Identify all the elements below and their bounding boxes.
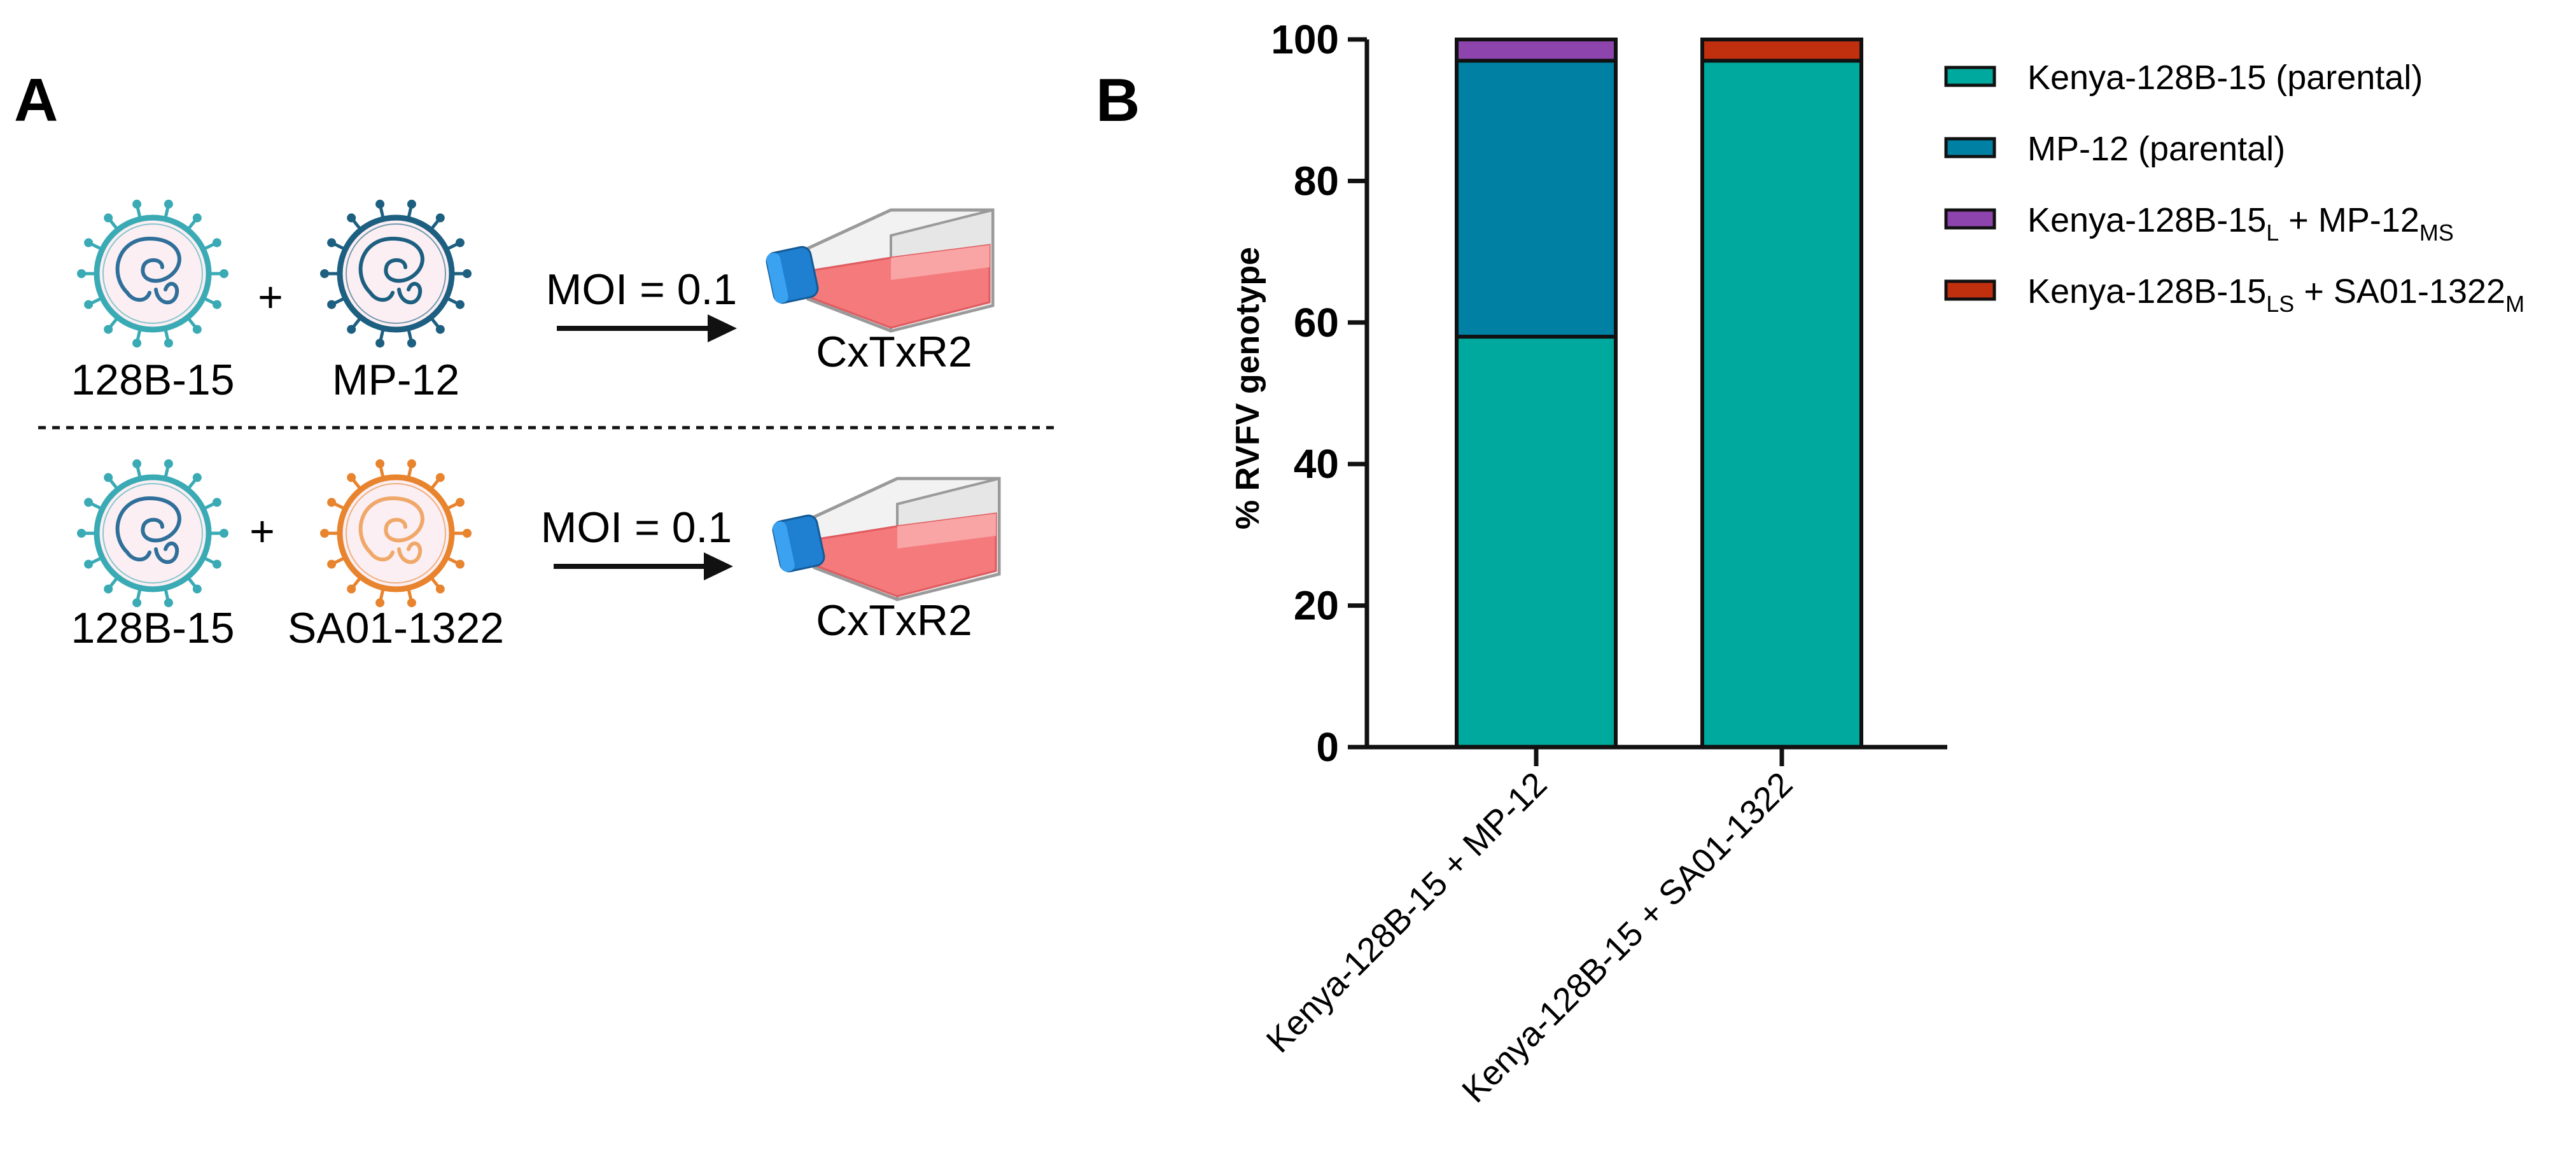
virus-label-mp12: MP-12 — [332, 356, 459, 404]
y-tick-label: 100 — [1271, 17, 1339, 62]
bar-layer — [1455, 38, 1863, 750]
plus-sign-row2: + — [249, 507, 275, 556]
y-ticks: 0 20 40 60 80 100 — [1271, 17, 1367, 770]
virus-label-sa011322: SA01-1322 — [288, 604, 504, 652]
bar-segment-1-1 — [1455, 335, 1618, 749]
x-tick-label: Kenya-128B-15 + MP-12 — [1259, 765, 1555, 1060]
legend-swatch — [1944, 66, 1996, 87]
virus-icon — [320, 459, 472, 608]
moi-label-row1: MOI = 0.1 — [546, 265, 737, 314]
legend-swatch — [1944, 279, 1996, 301]
y-tick-label: 0 — [1316, 724, 1339, 770]
virus-icon — [77, 199, 228, 348]
legend-swatch — [1944, 208, 1996, 230]
virus-128b15-row1 — [77, 199, 228, 348]
bar-segment-2-1 — [1700, 59, 1863, 750]
virus-label-128b15-row1: 128B-15 — [71, 356, 234, 404]
legend: Kenya-128B-15 (parental) MP-12 (parental)… — [1944, 59, 2524, 317]
y-tick-label: 40 — [1294, 441, 1339, 487]
panel-a-letter: A — [14, 66, 58, 134]
bar-segment-2-4 — [1700, 38, 1863, 63]
y-axis-label: % RVFV genotype — [1229, 247, 1266, 529]
legend-label: Kenya-128B-15LS + SA01-1322M — [2027, 272, 2524, 317]
cell-label-row1: CxTxR2 — [816, 328, 972, 376]
legend-label: Kenya-128B-15 (parental) — [2027, 59, 2423, 97]
bar-segment-1-3 — [1455, 38, 1618, 63]
legend-label: MP-12 (parental) — [2027, 130, 2285, 168]
cell-label-row2: CxTxR2 — [816, 596, 972, 645]
flask-icon-row1 — [766, 208, 995, 333]
virus-sa011322 — [320, 459, 472, 608]
bar-segment-1-2 — [1455, 59, 1618, 339]
moi-label-row2: MOI = 0.1 — [541, 503, 732, 552]
virus-icon — [320, 199, 472, 348]
virus-label-128b15-row2: 128B-15 — [71, 604, 234, 652]
panel-b-letter: B — [1096, 66, 1140, 134]
y-tick-label: 80 — [1294, 158, 1339, 204]
legend-swatch — [1944, 137, 1996, 158]
virus-icon — [77, 459, 228, 608]
arrow-row2 — [554, 552, 733, 580]
virus-128b15-row2 — [77, 459, 228, 608]
y-tick-label: 60 — [1294, 300, 1339, 346]
plus-sign-row1: + — [258, 273, 283, 321]
y-tick-label: 20 — [1294, 583, 1339, 629]
flask-icon-row2 — [772, 477, 1001, 601]
virus-mp12 — [320, 199, 472, 348]
arrow-row1 — [557, 314, 737, 342]
legend-label: Kenya-128B-15L + MP-12MS — [2027, 201, 2454, 246]
